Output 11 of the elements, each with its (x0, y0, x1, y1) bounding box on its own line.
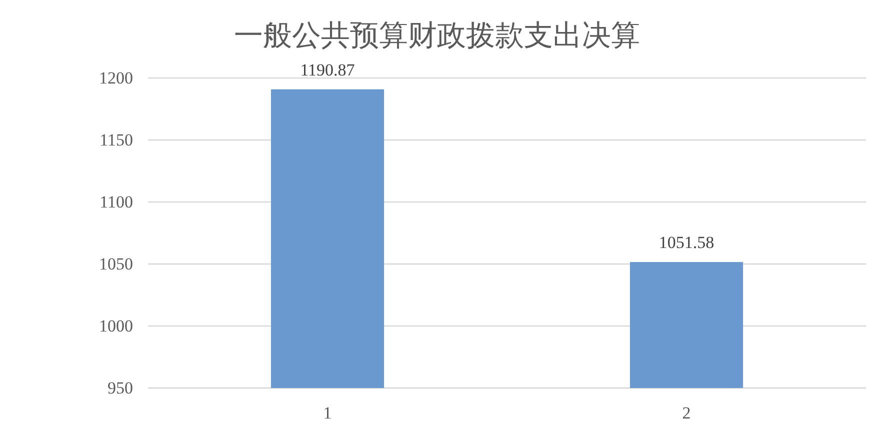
y-tick-label: 1100 (100, 192, 133, 212)
x-tick-label: 2 (682, 404, 691, 422)
data-label: 1051.58 (658, 233, 714, 252)
x-tick-label: 1 (323, 404, 332, 422)
y-tick-label: 1200 (99, 68, 133, 88)
title: 一般公共预算财政拨款支出决算 (234, 18, 640, 52)
data-label: 1190.87 (300, 60, 355, 80)
y-tick-label: 950 (108, 378, 133, 398)
y-tick-label: 1000 (99, 316, 133, 336)
y-tick-label: 1150 (100, 130, 133, 150)
y-tick-label: 1050 (99, 254, 133, 274)
